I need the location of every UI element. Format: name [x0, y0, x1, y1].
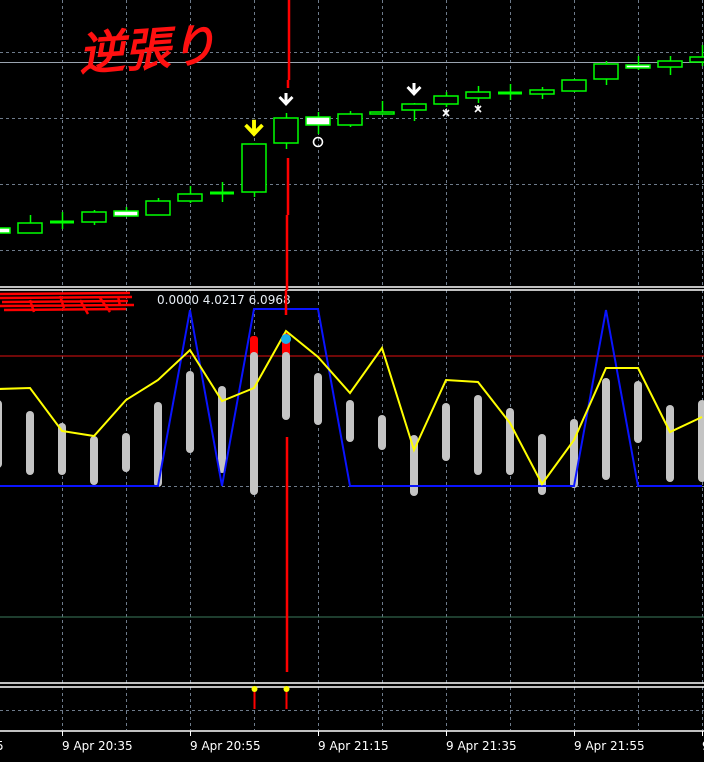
candle — [0, 227, 11, 234]
indicator-values-readout: 0.0000 4.0217 6.0968 — [157, 293, 291, 307]
annotation-text: 逆張り — [77, 18, 218, 81]
grid — [0, 0, 704, 732]
candle — [17, 215, 43, 234]
candle — [689, 45, 704, 66]
histogram-bar — [154, 402, 162, 487]
candle — [561, 79, 587, 92]
candle-body — [81, 211, 107, 223]
candle — [529, 87, 555, 99]
histogram-bar — [58, 423, 66, 475]
signal-pane[interactable] — [251, 686, 290, 709]
main-price-pane[interactable] — [0, 45, 704, 234]
histogram-bar — [378, 415, 386, 450]
candle — [50, 212, 74, 229]
histogram-bar — [250, 352, 258, 495]
candle-body — [401, 103, 427, 111]
candle — [498, 84, 522, 100]
histogram-bar — [186, 371, 194, 453]
cursor-vertical-line[interactable] — [284, 0, 291, 672]
time-axis: 5 9 Apr 20:35 9 Apr 20:55 9 Apr 21:15 9 Apr … — [0, 731, 704, 753]
histogram-bar — [90, 436, 98, 485]
time-axis-label: 9 — [702, 739, 704, 753]
histogram-bar — [218, 386, 226, 473]
circle-marker-icon — [312, 136, 324, 148]
histogram-bar — [570, 419, 578, 488]
candle — [273, 113, 299, 149]
indicator-series-line — [0, 329, 703, 486]
histogram-cap — [250, 336, 258, 356]
histogram-bar — [26, 411, 34, 475]
candle-body — [561, 79, 587, 92]
candle — [625, 56, 651, 70]
indicator-dot — [281, 334, 291, 344]
candle-body — [433, 95, 459, 105]
candle — [401, 103, 427, 121]
candle — [81, 210, 107, 225]
time-axis-label: 9 Apr 21:15 — [318, 739, 389, 753]
down-arrow-icon — [244, 119, 264, 137]
candle — [177, 186, 203, 203]
candle-body — [113, 210, 139, 217]
time-axis-label: 9 Apr 20:35 — [62, 739, 133, 753]
down-arrow-icon — [278, 93, 294, 106]
candle-body — [465, 91, 491, 99]
histogram-bar — [602, 378, 610, 480]
candle-body — [337, 113, 363, 126]
histogram-bar — [442, 403, 450, 461]
candle-body — [529, 89, 555, 95]
time-axis-label: 5 — [0, 739, 4, 753]
candle — [305, 112, 331, 134]
candle — [593, 61, 619, 85]
histogram-bar — [474, 395, 482, 475]
candle-body — [145, 200, 171, 216]
asterisk-marker-icon — [442, 109, 450, 117]
indicator-series-line — [0, 308, 702, 487]
histogram-bar — [410, 435, 418, 496]
candle-body — [657, 60, 683, 68]
candle — [369, 101, 395, 115]
histogram-bar — [666, 405, 674, 482]
signal-dot — [251, 686, 258, 692]
candle — [113, 207, 139, 217]
candle-body — [625, 64, 651, 69]
histogram-bar — [0, 400, 2, 468]
histogram-bar — [314, 373, 322, 425]
time-axis-label: 9 Apr 20:55 — [190, 739, 261, 753]
candle-body — [0, 227, 11, 234]
histogram-bar — [346, 400, 354, 442]
candle — [337, 111, 363, 127]
time-axis-label: 9 Apr 21:55 — [574, 739, 645, 753]
time-axis-label: 9 Apr 21:35 — [446, 739, 517, 753]
signal-dot — [283, 686, 290, 692]
candle — [657, 56, 683, 75]
histogram-bar — [698, 400, 704, 482]
redacted-indicator-label — [0, 291, 135, 315]
candle-body — [177, 193, 203, 202]
indicator-pane[interactable] — [0, 308, 704, 618]
down-arrow-icon — [406, 83, 422, 96]
candle — [433, 92, 459, 107]
candle — [210, 182, 234, 202]
candle — [465, 86, 491, 103]
candle-body — [17, 222, 43, 234]
candle — [145, 198, 171, 216]
histogram-bar — [282, 352, 290, 420]
candle-body — [273, 117, 299, 144]
asterisk-marker-icon — [474, 105, 482, 113]
candle-body — [305, 116, 331, 126]
histogram-bar — [634, 381, 642, 443]
candle — [241, 143, 267, 197]
candle-body — [593, 63, 619, 80]
candle-body — [241, 143, 267, 193]
candle-body — [369, 111, 395, 115]
candle-body — [689, 56, 704, 63]
histogram-bar — [122, 433, 130, 472]
